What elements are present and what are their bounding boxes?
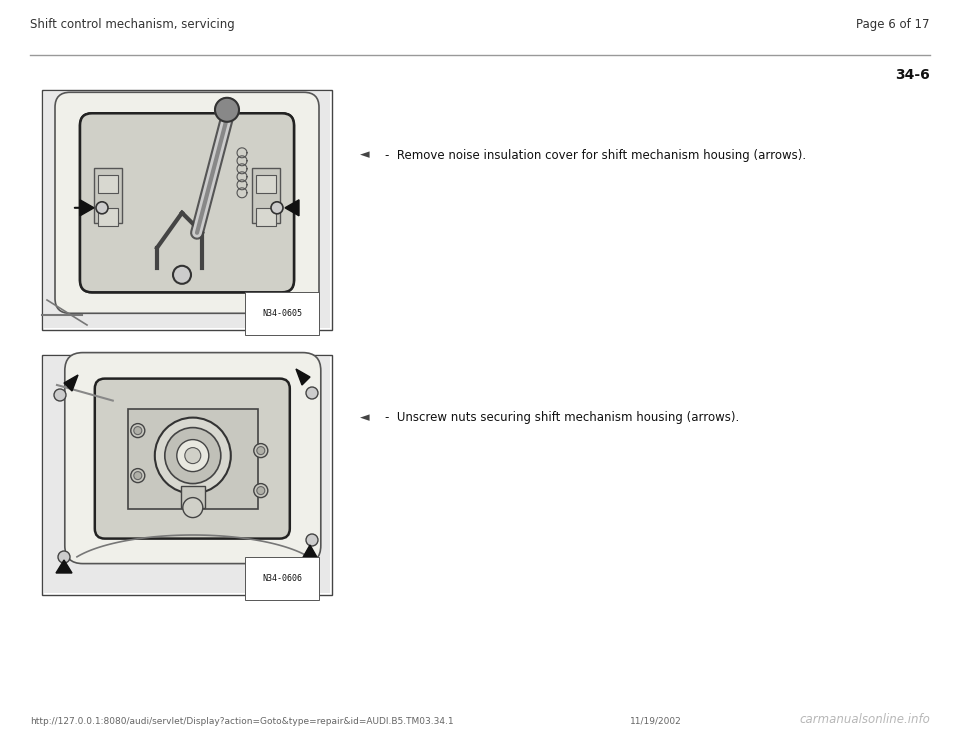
Polygon shape bbox=[285, 200, 299, 216]
Circle shape bbox=[165, 427, 221, 484]
Circle shape bbox=[177, 439, 209, 472]
FancyBboxPatch shape bbox=[252, 168, 280, 223]
Circle shape bbox=[131, 424, 145, 438]
Text: ◄: ◄ bbox=[360, 412, 370, 424]
Circle shape bbox=[133, 427, 142, 435]
FancyBboxPatch shape bbox=[55, 92, 319, 313]
FancyBboxPatch shape bbox=[94, 168, 122, 223]
Circle shape bbox=[257, 487, 265, 495]
Circle shape bbox=[155, 418, 230, 493]
Bar bbox=[42, 355, 332, 595]
FancyBboxPatch shape bbox=[256, 175, 276, 193]
FancyBboxPatch shape bbox=[65, 352, 321, 564]
Circle shape bbox=[96, 202, 108, 214]
Circle shape bbox=[58, 551, 70, 563]
Text: N34-0605: N34-0605 bbox=[262, 309, 302, 318]
FancyBboxPatch shape bbox=[80, 114, 294, 292]
Bar bbox=[180, 485, 204, 508]
Polygon shape bbox=[56, 560, 72, 573]
Circle shape bbox=[253, 484, 268, 498]
Polygon shape bbox=[302, 545, 318, 559]
Polygon shape bbox=[80, 200, 94, 216]
Circle shape bbox=[182, 498, 203, 518]
FancyBboxPatch shape bbox=[98, 208, 118, 226]
Text: -  Unscrew nuts securing shift mechanism housing (arrows).: - Unscrew nuts securing shift mechanism … bbox=[385, 412, 739, 424]
Text: 11/19/2002: 11/19/2002 bbox=[630, 717, 682, 726]
Bar bbox=[128, 409, 258, 508]
Text: Shift control mechanism, servicing: Shift control mechanism, servicing bbox=[30, 18, 235, 31]
Text: carmanualsonline.info: carmanualsonline.info bbox=[799, 713, 930, 726]
FancyBboxPatch shape bbox=[256, 208, 276, 226]
Text: ◄: ◄ bbox=[360, 148, 370, 162]
FancyBboxPatch shape bbox=[80, 114, 294, 292]
Circle shape bbox=[253, 444, 268, 458]
Bar bbox=[44, 357, 330, 593]
Circle shape bbox=[257, 447, 265, 455]
FancyBboxPatch shape bbox=[98, 175, 118, 193]
Circle shape bbox=[173, 266, 191, 283]
Text: 34-6: 34-6 bbox=[896, 68, 930, 82]
Circle shape bbox=[184, 447, 201, 464]
Circle shape bbox=[131, 469, 145, 482]
Bar bbox=[42, 90, 332, 330]
Circle shape bbox=[306, 387, 318, 399]
Bar bbox=[44, 92, 330, 328]
Polygon shape bbox=[296, 369, 310, 385]
Text: N34-0606: N34-0606 bbox=[262, 574, 302, 583]
Circle shape bbox=[306, 534, 318, 546]
Circle shape bbox=[133, 472, 142, 479]
Text: Page 6 of 17: Page 6 of 17 bbox=[856, 18, 930, 31]
Text: -  Remove noise insulation cover for shift mechanism housing (arrows).: - Remove noise insulation cover for shif… bbox=[385, 148, 806, 162]
Circle shape bbox=[215, 98, 239, 122]
FancyBboxPatch shape bbox=[95, 378, 290, 539]
Circle shape bbox=[54, 389, 66, 401]
Polygon shape bbox=[64, 375, 78, 391]
Circle shape bbox=[271, 202, 283, 214]
Text: http://127.0.0.1:8080/audi/servlet/Display?action=Goto&type=repair&id=AUDI.B5.TM: http://127.0.0.1:8080/audi/servlet/Displ… bbox=[30, 717, 454, 726]
